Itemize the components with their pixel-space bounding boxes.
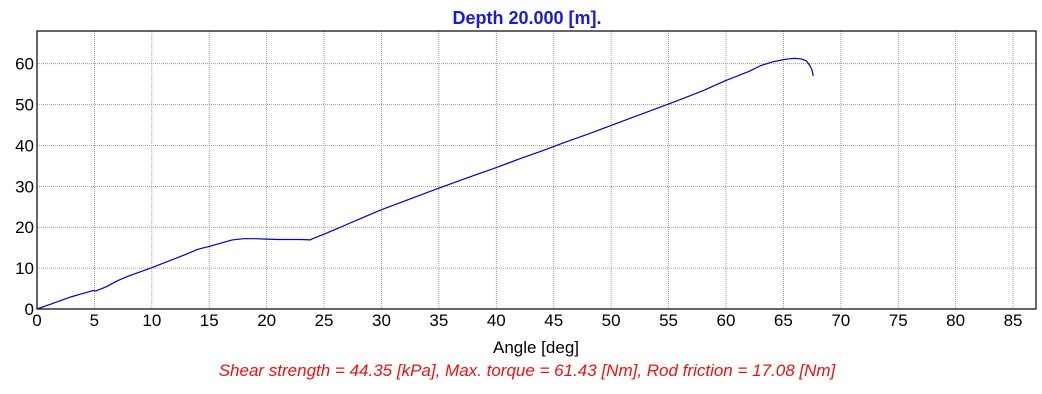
- x-tick-label: 5: [90, 311, 99, 330]
- y-tick-label: 60: [15, 55, 34, 74]
- y-tick-labels: 0 10 20 30 40 50 60: [15, 55, 34, 319]
- x-tick-label: 50: [602, 311, 621, 330]
- grid-lines: [37, 31, 1036, 309]
- y-tick-label: 0: [25, 300, 34, 319]
- x-tick-label: 75: [889, 311, 908, 330]
- results-summary: Shear strength = 44.35 [kPa], Max. torqu…: [219, 361, 837, 380]
- x-axis-label: Angle [deg]: [493, 338, 579, 357]
- y-tick-label: 20: [15, 218, 34, 237]
- x-tick-label: 25: [315, 311, 334, 330]
- x-tick-label: 80: [946, 311, 965, 330]
- series-layer: [36, 57, 814, 310]
- y-tick-label: 30: [15, 177, 34, 196]
- x-tick-label: 0: [32, 311, 41, 330]
- x-tick-label: 70: [831, 311, 850, 330]
- x-tick-label: 35: [429, 311, 448, 330]
- x-tick-label: 40: [487, 311, 506, 330]
- x-tick-label: 65: [774, 311, 793, 330]
- x-tick-label: 45: [544, 311, 563, 330]
- torque-series-line: [36, 57, 814, 310]
- x-tick-label: 15: [200, 311, 219, 330]
- x-tick-label: 55: [659, 311, 678, 330]
- y-tick-label: 10: [15, 259, 34, 278]
- y-tick-label: 40: [15, 136, 34, 155]
- chart-title: Depth 20.000 [m].: [452, 8, 601, 28]
- x-tick-label: 85: [1004, 311, 1023, 330]
- x-tick-label: 30: [372, 311, 391, 330]
- y-tick-label: 50: [15, 96, 34, 115]
- plot-frame: [36, 30, 1037, 310]
- x-tick-labels: 0 5 10 15 20 25 30 35 40 45 50 55 60 65 70 75 80 85: [32, 311, 1022, 330]
- x-tick-label: 10: [142, 311, 161, 330]
- x-tick-label: 60: [717, 311, 736, 330]
- x-tick-label: 20: [257, 311, 276, 330]
